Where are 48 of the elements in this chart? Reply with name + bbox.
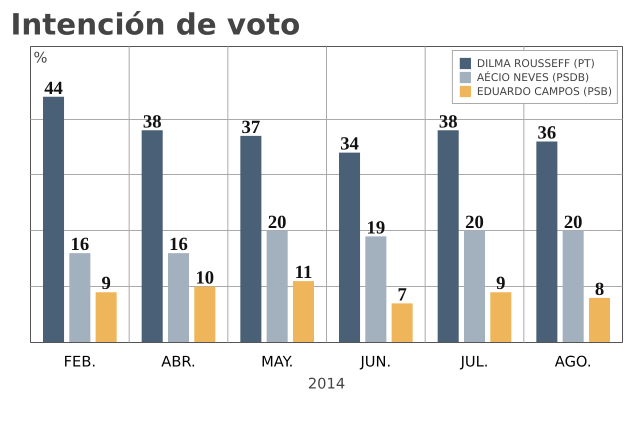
bar	[69, 253, 90, 342]
chart-title: Intención de voto	[10, 8, 300, 42]
bar	[292, 281, 314, 342]
data-label: 19	[366, 217, 386, 238]
x-tick-label: JUL.	[460, 354, 488, 370]
data-label: 16	[70, 234, 90, 256]
bar	[168, 253, 190, 342]
bar	[43, 96, 64, 342]
x-tick-label: ABR.	[161, 354, 196, 370]
data-label: 34	[340, 134, 359, 155]
bar	[562, 230, 584, 342]
data-label: 38	[142, 111, 162, 132]
bar	[392, 303, 413, 342]
data-label: 11	[294, 262, 312, 284]
legend-label: AÉCIO NEVES (PSDB)	[476, 70, 590, 84]
legend-label: EDUARDO CAMPOS (PSB)	[476, 84, 612, 98]
bar	[240, 136, 262, 342]
bar	[490, 292, 512, 342]
bar	[438, 130, 459, 342]
bar	[194, 286, 216, 342]
data-label: 8	[594, 278, 604, 300]
bar	[536, 141, 558, 342]
data-label: 37	[242, 116, 260, 138]
data-label: 36	[538, 122, 556, 144]
bar	[365, 236, 386, 342]
bar	[266, 230, 288, 342]
data-label: 20	[268, 212, 286, 233]
bar	[96, 292, 117, 342]
x-tick-label: FEB.	[64, 354, 96, 370]
data-label: 20	[465, 212, 484, 233]
y-axis-title: %	[34, 50, 48, 66]
data-label: 20	[564, 212, 582, 233]
x-tick-label: MAY.	[261, 354, 294, 370]
data-label: 16	[169, 234, 188, 256]
x-tick-label: JUN.	[359, 354, 392, 370]
data-label: 9	[496, 273, 506, 294]
data-label: 9	[101, 273, 111, 294]
data-label: 38	[438, 111, 458, 132]
data-label: 10	[195, 268, 214, 289]
bar	[464, 230, 486, 342]
data-label: 44	[44, 78, 63, 99]
bar	[339, 152, 360, 342]
x-tick-label: AGO.	[554, 354, 592, 370]
bar	[142, 130, 163, 342]
data-label: 7	[397, 284, 407, 306]
legend-label: DILMA ROUSSEFF (PT)	[476, 56, 595, 70]
bar	[588, 298, 610, 342]
x-axis-title: 2014	[308, 376, 346, 392]
